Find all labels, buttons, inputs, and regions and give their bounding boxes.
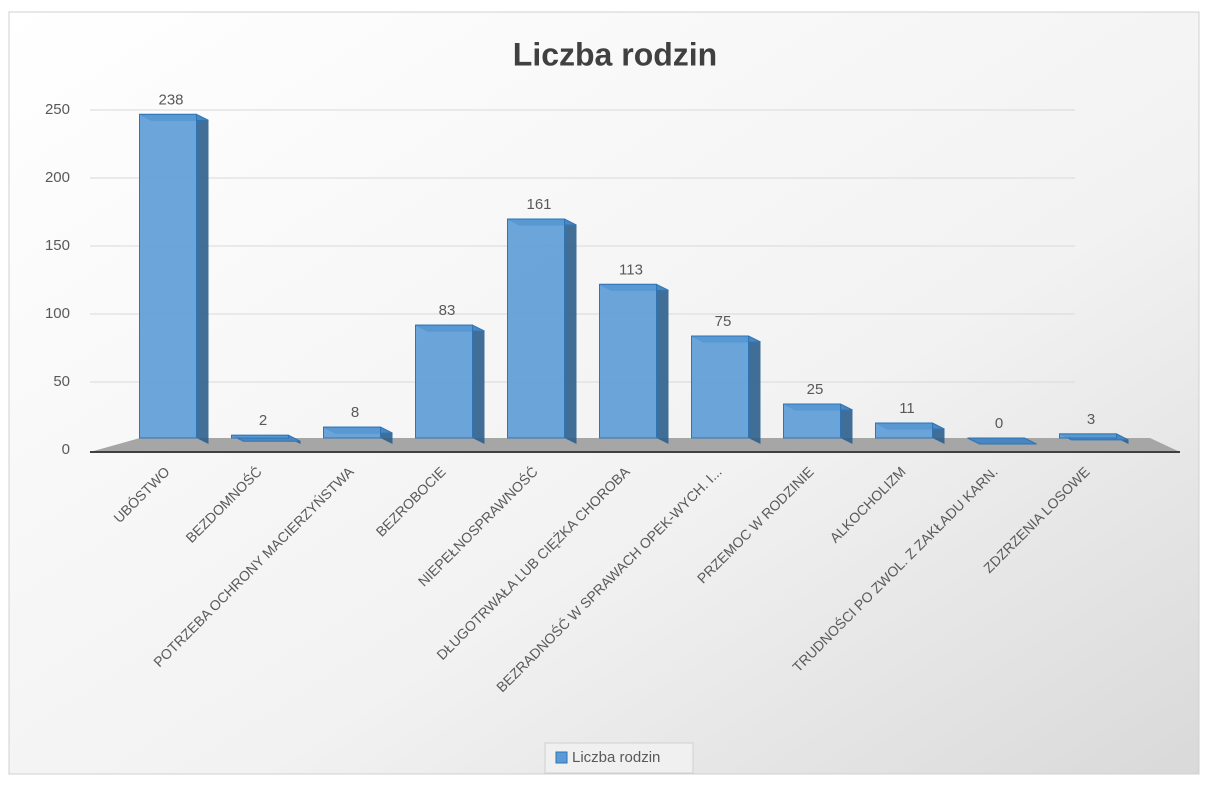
data-label: 113 bbox=[619, 261, 643, 278]
bar-side bbox=[656, 284, 669, 444]
legend-box bbox=[544, 742, 694, 774]
bar-side bbox=[564, 219, 577, 444]
legend: Liczba rodzin bbox=[544, 742, 694, 774]
y-tick-label: 250 bbox=[45, 101, 70, 118]
bar-side bbox=[196, 114, 209, 444]
bar bbox=[1059, 433, 1117, 439]
bar-side bbox=[472, 325, 485, 444]
bar bbox=[599, 283, 657, 439]
data-label: 83 bbox=[439, 302, 456, 319]
legend-label: Liczba rodzin bbox=[572, 749, 660, 766]
bar bbox=[875, 422, 933, 439]
data-label: 8 bbox=[351, 404, 359, 421]
y-tick-label: 0 bbox=[62, 441, 70, 458]
bar-side bbox=[840, 404, 853, 444]
chart-title: Liczba rodzin bbox=[513, 36, 717, 72]
y-tick-label: 50 bbox=[53, 373, 70, 390]
bar bbox=[139, 113, 197, 439]
bar bbox=[691, 335, 749, 439]
bar bbox=[415, 324, 473, 439]
floor bbox=[90, 438, 1180, 452]
y-tick-label: 200 bbox=[45, 169, 70, 186]
data-label: 2 bbox=[259, 412, 267, 429]
data-label: 238 bbox=[158, 91, 183, 108]
bar bbox=[783, 403, 841, 439]
bar-top bbox=[967, 437, 1037, 445]
legend-swatch bbox=[555, 751, 568, 764]
bar bbox=[323, 426, 381, 439]
bar bbox=[507, 218, 565, 439]
data-label: 161 bbox=[526, 196, 551, 213]
bar-side bbox=[748, 336, 761, 444]
bar bbox=[231, 434, 289, 439]
data-label: 11 bbox=[899, 400, 915, 417]
y-tick-label: 100 bbox=[45, 305, 70, 322]
data-label: 25 bbox=[807, 381, 824, 398]
data-label: 75 bbox=[715, 313, 732, 330]
data-label: 3 bbox=[1087, 411, 1095, 428]
data-label: 0 bbox=[995, 415, 1003, 432]
y-tick-label: 150 bbox=[45, 237, 70, 254]
